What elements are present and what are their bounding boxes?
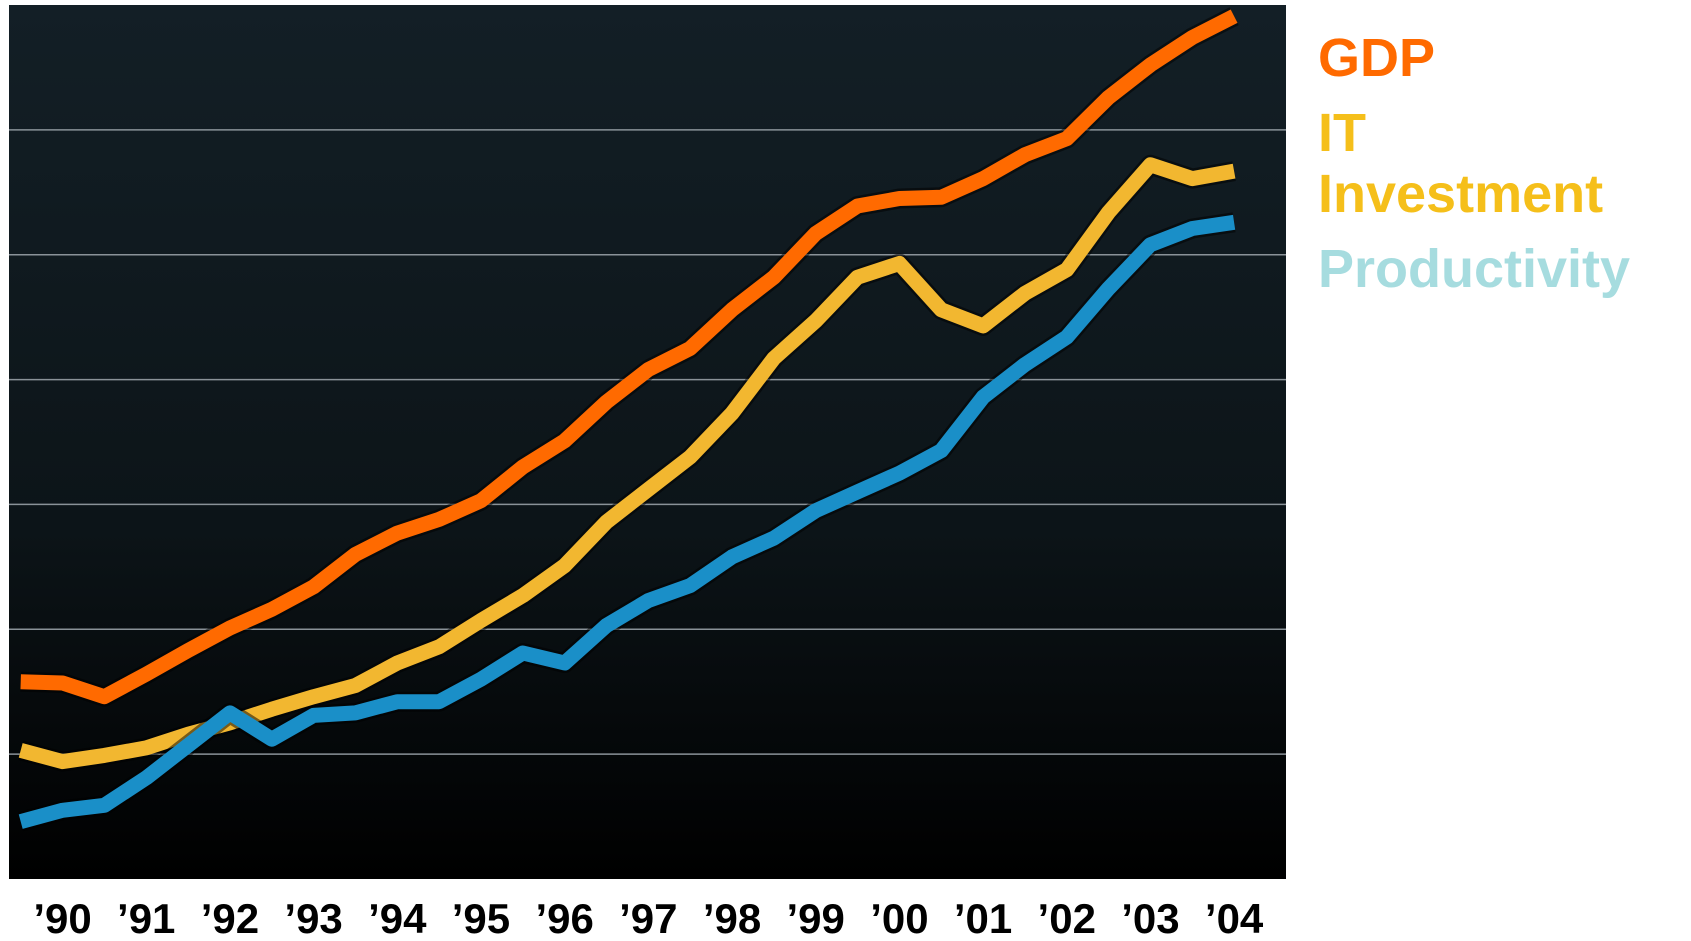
legend-entry: GDP <box>1318 28 1436 88</box>
x-tick-label: ’02 <box>1038 895 1096 941</box>
x-tick-label: ’99 <box>787 895 845 941</box>
x-tick-label: ’98 <box>703 895 761 941</box>
series-line <box>18 214 1236 829</box>
x-tick-label: ’01 <box>954 895 1012 941</box>
legend: GDP IT Investment Productivity <box>1318 28 1630 314</box>
x-tick-label: ’96 <box>535 895 593 941</box>
legend-entry: IT Investment <box>1318 103 1604 224</box>
x-tick-label: ’93 <box>284 895 342 941</box>
x-tick-label: ’03 <box>1121 895 1179 941</box>
legend-entry: Productivity <box>1318 239 1631 299</box>
x-tick-label: ’04 <box>1205 895 1264 941</box>
x-tick-label: ’00 <box>870 895 928 941</box>
series-line <box>20 9 1238 705</box>
x-tick-label: ’94 <box>368 895 427 941</box>
x-tick-label: ’95 <box>452 895 510 941</box>
x-tick-label: ’91 <box>117 895 175 941</box>
x-tick-label: ’92 <box>201 895 259 941</box>
x-tick-label: ’90 <box>33 895 91 941</box>
x-tick-label: ’97 <box>619 895 677 941</box>
